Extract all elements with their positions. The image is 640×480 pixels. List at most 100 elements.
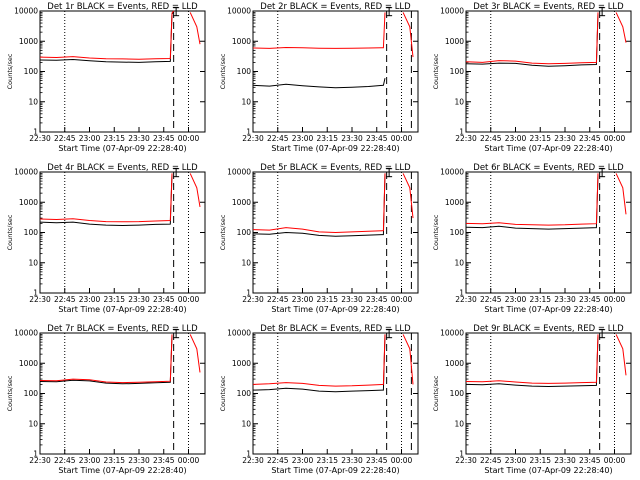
y-tick-label: 100	[450, 228, 465, 237]
x-tick-label: 23:30	[128, 295, 150, 304]
series-lld	[465, 334, 599, 384]
x-tick-label: 23:30	[341, 134, 363, 143]
series-events	[252, 173, 386, 237]
y-axis-label: Counts/sec	[432, 53, 440, 89]
x-tick-label: 23:30	[341, 295, 363, 304]
x-tick-label: 00:00	[604, 295, 626, 304]
y-tick-label: 100	[237, 389, 252, 398]
x-tick-label: 00:00	[391, 456, 413, 465]
x-tick-label: 22:45	[480, 456, 502, 465]
series-lld-tail	[189, 173, 201, 207]
x-tick-label: 23:45	[153, 456, 175, 465]
x-tick-label: 00:00	[178, 295, 200, 304]
y-tick-label: 10	[241, 258, 251, 267]
x-tick-label: 23:15	[529, 456, 551, 465]
y-tick-label: 10	[241, 419, 251, 428]
panel-title: Det 9r BLACK = Events, RED = LLD	[473, 324, 624, 334]
y-tick-label: 100	[450, 389, 465, 398]
y-axis-label: Counts/sec	[6, 375, 14, 411]
x-tick-label: 23:00	[292, 456, 314, 465]
y-tick-label: 1000	[232, 198, 251, 207]
series-lld-tail	[402, 173, 414, 219]
x-tick-label: 22:30	[242, 456, 264, 465]
y-tick-label: 10000	[227, 7, 251, 16]
panel-7: Det 7r BLACK = Events, RED = LLD 1 10 100 10…	[6, 324, 206, 475]
x-tick-label: 22:30	[455, 456, 477, 465]
y-tick-label: 1000	[232, 359, 251, 368]
x-tick-label: 23:45	[153, 134, 175, 143]
series-lld	[39, 334, 173, 384]
y-tick-label: 10	[454, 419, 464, 428]
x-tick-label: 00:00	[391, 134, 413, 143]
y-tick-label: 100	[450, 67, 465, 76]
y-tick-label: 10000	[440, 329, 464, 338]
y-tick-label: 10	[28, 258, 38, 267]
y-tick-label: 10000	[440, 7, 464, 16]
series-events	[39, 335, 173, 385]
y-tick-label: 1	[33, 128, 38, 137]
y-tick-label: 10	[28, 97, 38, 106]
x-tick-label: 23:30	[554, 295, 576, 304]
x-tick-label: 23:00	[505, 295, 527, 304]
series-events	[465, 174, 599, 230]
x-tick-label: 23:15	[529, 134, 551, 143]
y-tick-label: 1	[459, 289, 464, 298]
x-axis-label: Start Time (07-Apr-09 22:28:40)	[484, 466, 612, 475]
panel-4: Det 4r BLACK = Events, RED = LLD 1 10 100 10…	[6, 163, 206, 314]
panel-title: Det 4r BLACK = Events, RED = LLD	[47, 163, 198, 173]
x-tick-label: 22:45	[480, 134, 502, 143]
x-axis-label: Start Time (07-Apr-09 22:28:40)	[484, 144, 612, 153]
series-lld	[252, 173, 386, 234]
series-events	[39, 12, 175, 63]
panel-title: Det 3r BLACK = Events, RED = LLD	[473, 2, 624, 12]
x-tick-label: 00:00	[178, 456, 200, 465]
panel-title: Det 6r BLACK = Events, RED = LLD	[473, 163, 624, 173]
x-tick-label: 23:15	[529, 295, 551, 304]
x-tick-label: 00:00	[604, 134, 626, 143]
series-events	[252, 78, 386, 89]
x-tick-label: 23:45	[579, 134, 601, 143]
x-tick-label: 00:00	[604, 456, 626, 465]
x-tick-label: 22:30	[455, 134, 477, 143]
y-tick-label: 1	[459, 450, 464, 459]
panel-3: Det 3r BLACK = Events, RED = LLD 1 10 100 10…	[432, 2, 632, 153]
panel-6: Det 6r BLACK = Events, RED = LLD 1 10 100 10…	[432, 163, 632, 314]
y-tick-label: 100	[24, 389, 39, 398]
y-axis-label: Counts/sec	[6, 53, 14, 89]
y-tick-label: 1000	[445, 37, 464, 46]
y-tick-label: 100	[237, 67, 252, 76]
x-tick-label: 23:00	[505, 456, 527, 465]
series-lld	[252, 334, 386, 387]
y-tick-label: 1000	[19, 359, 38, 368]
series-lld-tail	[615, 173, 627, 215]
y-tick-label: 10	[454, 258, 464, 267]
panel-2: Det 2r BLACK = Events, RED = LLD 1 10 100 10…	[219, 2, 419, 153]
x-axis-label: Start Time (07-Apr-09 22:28:40)	[58, 466, 186, 475]
x-tick-label: 23:45	[366, 456, 388, 465]
series-lld	[39, 10, 175, 60]
y-tick-label: 1	[33, 289, 38, 298]
x-tick-label: 23:00	[292, 295, 314, 304]
x-tick-label: 00:00	[178, 134, 200, 143]
y-axis-label: Counts/sec	[6, 214, 14, 250]
y-tick-label: 1	[246, 450, 251, 459]
series-lld	[465, 12, 599, 65]
y-tick-label: 1000	[232, 37, 251, 46]
x-tick-label: 22:30	[29, 295, 51, 304]
x-axis-label: Start Time (07-Apr-09 22:28:40)	[58, 144, 186, 153]
x-tick-label: 23:15	[103, 295, 125, 304]
x-tick-label: 22:45	[480, 295, 502, 304]
x-tick-label: 23:45	[153, 295, 175, 304]
x-tick-label: 23:30	[554, 134, 576, 143]
x-tick-label: 23:00	[79, 295, 101, 304]
y-tick-label: 1	[246, 128, 251, 137]
x-tick-label: 23:45	[579, 295, 601, 304]
y-tick-label: 10000	[14, 168, 38, 177]
y-tick-label: 1000	[19, 37, 38, 46]
y-tick-label: 1	[246, 289, 251, 298]
y-axis-label: Counts/sec	[219, 375, 227, 411]
y-tick-label: 10000	[14, 7, 38, 16]
panel-title: Det 2r BLACK = Events, RED = LLD	[260, 2, 411, 12]
x-tick-label: 22:30	[29, 134, 51, 143]
series-lld	[39, 173, 173, 223]
